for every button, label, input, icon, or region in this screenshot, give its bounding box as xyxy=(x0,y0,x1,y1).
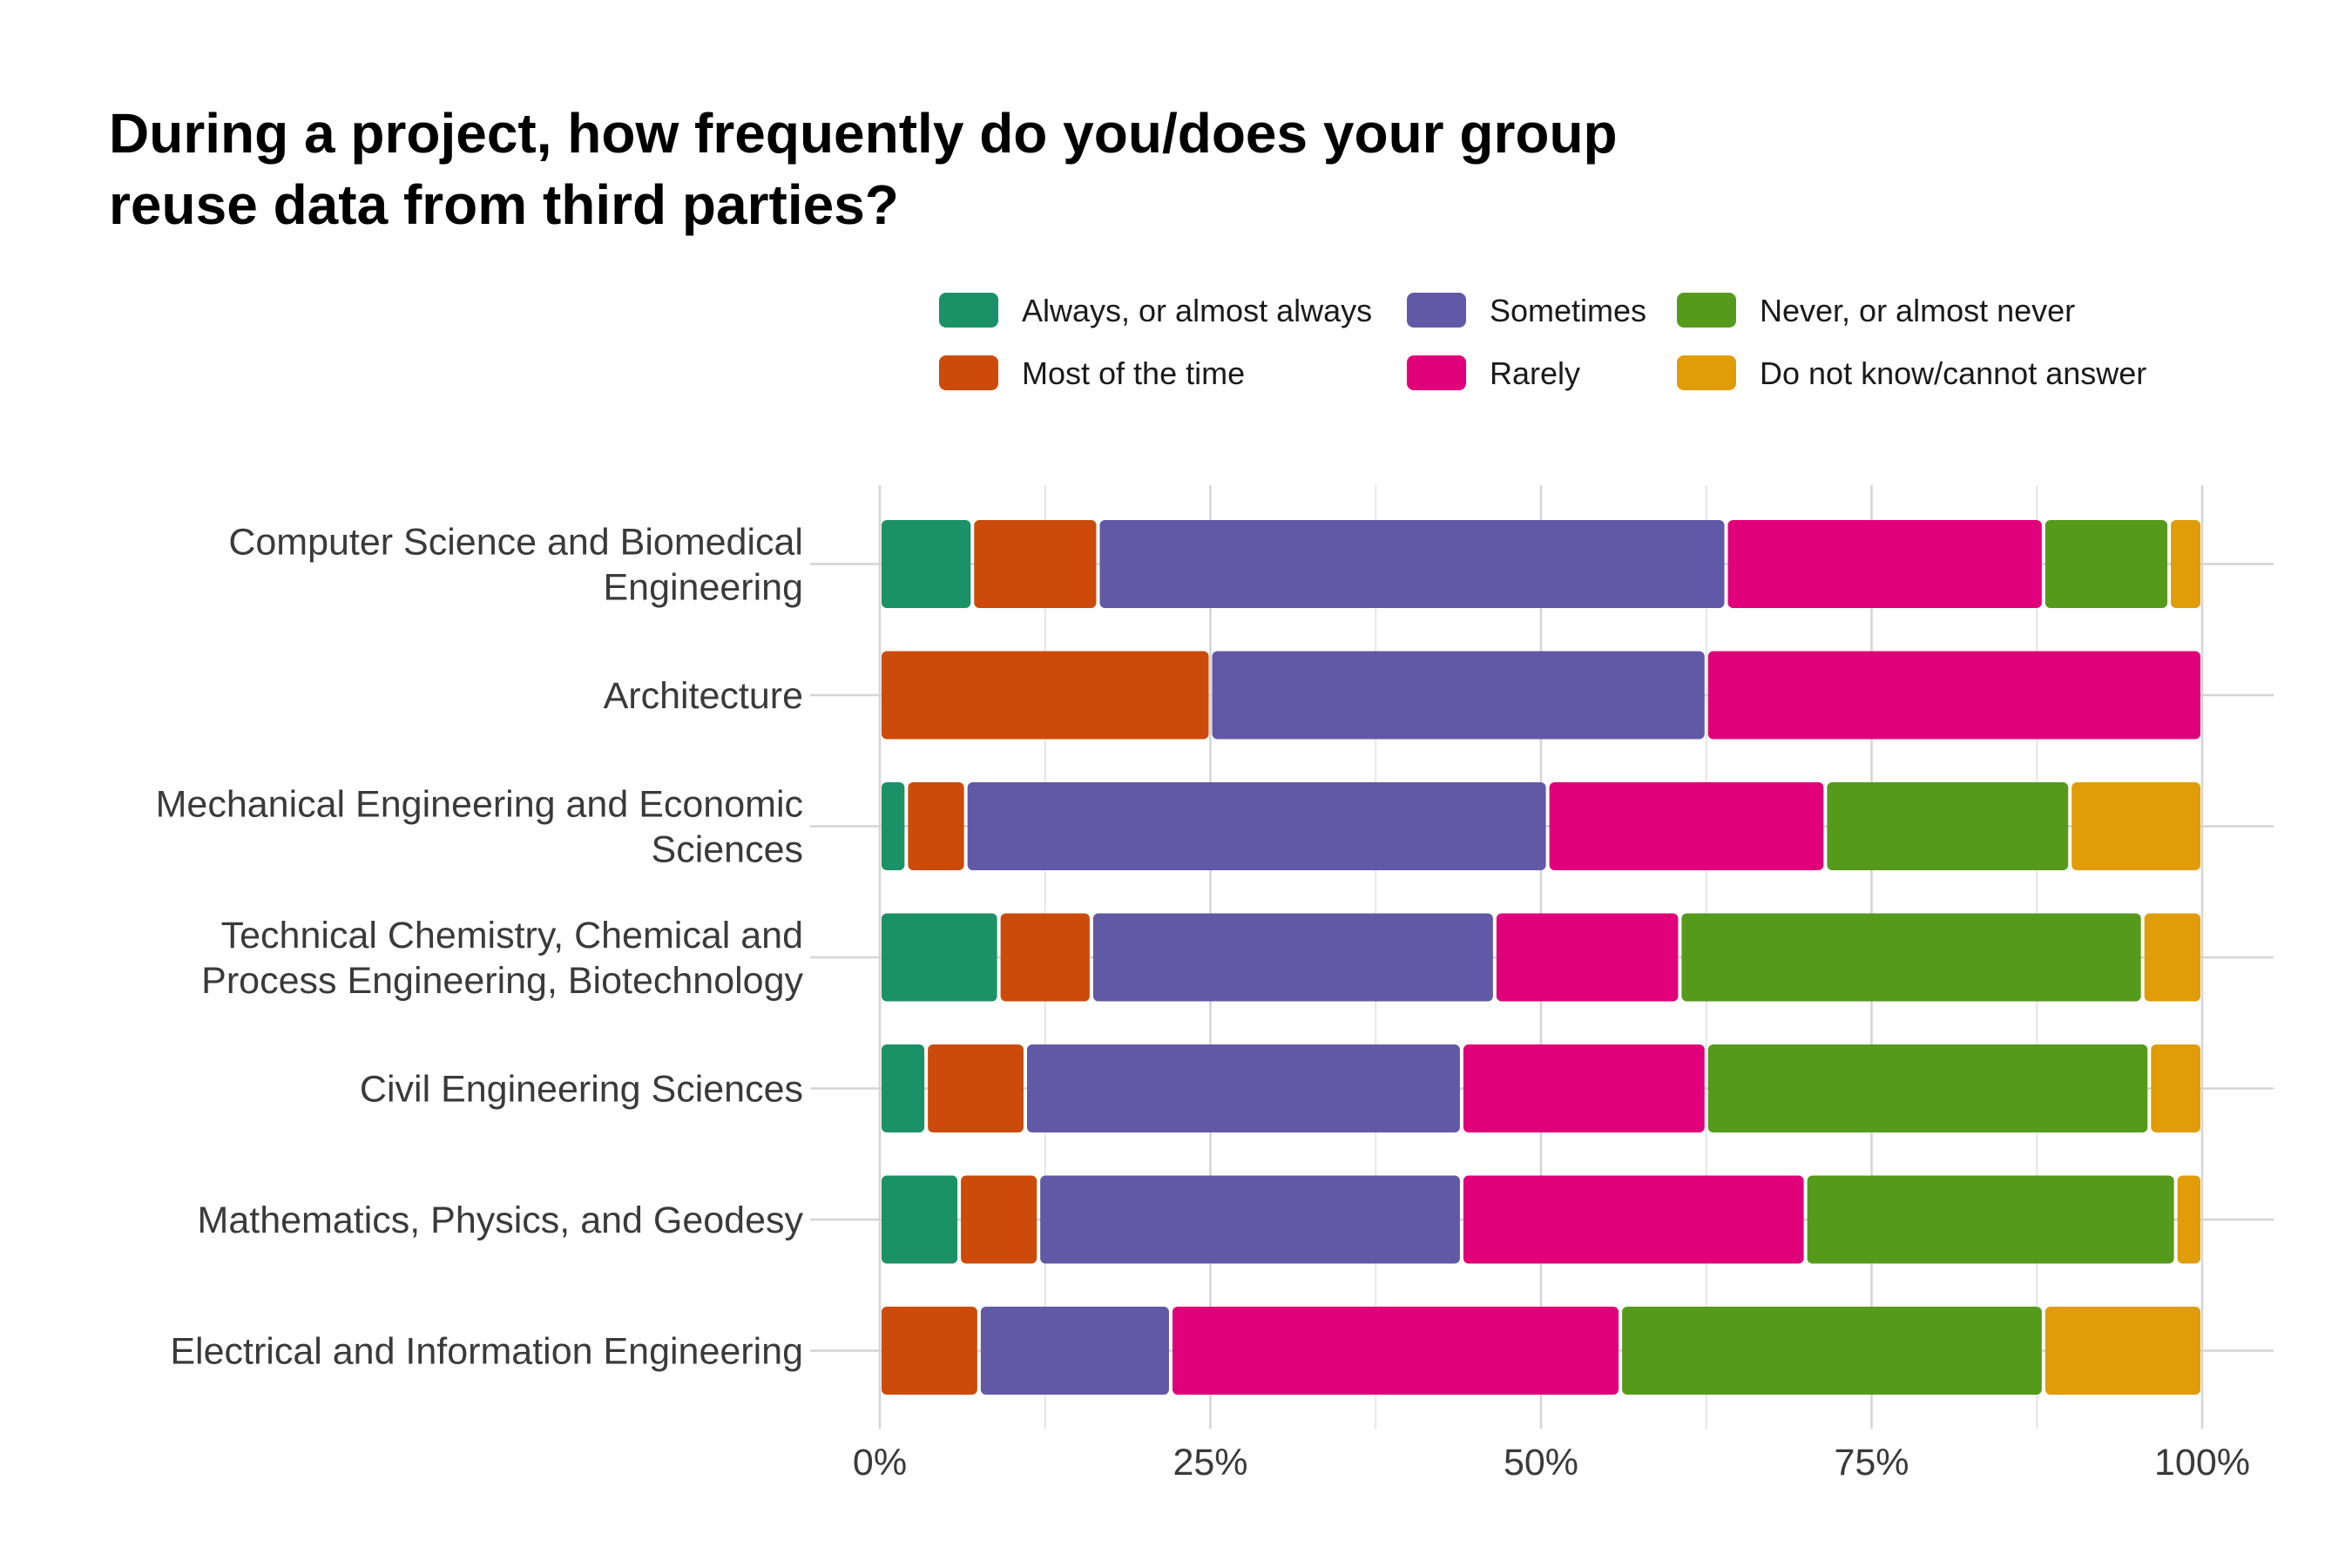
bar-segment xyxy=(1807,1175,2174,1264)
bar-segment xyxy=(1099,520,1725,608)
bar-segment xyxy=(1827,782,2069,870)
bar-segment xyxy=(882,651,1209,740)
legend-item: Do not know/cannot answer xyxy=(1677,355,2146,391)
category-label-line: Engineering xyxy=(603,567,803,609)
bar-segment xyxy=(1026,1044,1460,1132)
bar-segment xyxy=(1000,913,1090,1002)
chart-title-line: During a project, how frequently do you/… xyxy=(109,102,1618,165)
bar-segment xyxy=(908,782,964,870)
bar-segment xyxy=(882,782,905,870)
legend-label: Do not know/cannot answer xyxy=(1760,355,2146,391)
legend-item: Most of the time xyxy=(939,355,1245,391)
bar-segment xyxy=(1092,913,1493,1002)
bar-row xyxy=(882,782,2200,870)
bar-segment xyxy=(2144,913,2200,1002)
category-label: Computer Science and BiomedicalEngineeri… xyxy=(228,522,803,609)
bar-segment xyxy=(1040,1175,1460,1264)
x-tick-label: 0% xyxy=(853,1442,907,1484)
category-label-line: Mechanical Engineering and Economic xyxy=(156,784,803,826)
category-label: Technical Chemistry, Chemical andProcess… xyxy=(201,915,803,1002)
chart-bars xyxy=(882,520,2200,1395)
bar-row xyxy=(882,1044,2200,1132)
category-label-line: Mathematics, Physics, and Geodesy xyxy=(198,1200,804,1241)
x-tick-label: 100% xyxy=(2154,1442,2250,1484)
bar-segment xyxy=(1727,520,2042,608)
bar-row xyxy=(882,651,2200,740)
bar-segment xyxy=(882,1175,958,1264)
legend-swatch xyxy=(1407,293,1466,328)
bar-segment xyxy=(882,520,971,608)
legend-item: Always, or almost always xyxy=(939,293,1372,328)
legend-swatch xyxy=(1407,355,1466,390)
bar-segment xyxy=(2151,1044,2200,1132)
category-label-line: Computer Science and Biomedical xyxy=(228,522,803,564)
category-label-line: Technical Chemistry, Chemical and xyxy=(221,915,803,956)
bar-segment xyxy=(1172,1307,1619,1395)
legend-label: Sometimes xyxy=(1490,293,1646,328)
bar-segment xyxy=(1622,1307,2042,1395)
category-label: Civil Engineering Sciences xyxy=(360,1069,803,1111)
legend-label: Most of the time xyxy=(1022,355,1245,391)
bar-segment xyxy=(961,1175,1037,1264)
x-tick-label: 25% xyxy=(1173,1442,1247,1484)
bar-row xyxy=(882,1307,2200,1395)
bar-row xyxy=(882,520,2200,608)
bar-segment xyxy=(882,1307,977,1395)
bar-segment xyxy=(1463,1175,1804,1264)
bar-segment xyxy=(980,1307,1169,1395)
chart-title: During a project, how frequently do you/… xyxy=(109,102,1618,236)
legend-swatch xyxy=(1677,293,1736,328)
bar-segment xyxy=(2044,520,2168,608)
legend-swatch xyxy=(1677,355,1736,390)
bar-segment xyxy=(928,1044,1024,1132)
bar-segment xyxy=(1212,651,1705,740)
bar-row xyxy=(882,1175,2200,1264)
x-axis-tick-labels: 0% 25% 50% 75% 100% xyxy=(853,1442,2250,1484)
bar-segment xyxy=(1707,651,2200,740)
category-label-line: Sciences xyxy=(652,829,803,871)
legend-swatch xyxy=(939,293,998,328)
category-label-line: Electrical and Information Engineering xyxy=(170,1331,803,1373)
bar-segment xyxy=(2177,1175,2200,1264)
category-label: Electrical and Information Engineering xyxy=(170,1331,803,1373)
bar-segment xyxy=(1496,913,1679,1002)
bar-segment xyxy=(2072,782,2200,870)
category-axis-labels: Computer Science and BiomedicalEngineeri… xyxy=(156,522,804,1373)
bar-segment xyxy=(1707,1044,2148,1132)
bar-row xyxy=(882,913,2200,1002)
chart-legend: Always, or almost always Sometimes Never, … xyxy=(939,293,2146,391)
legend-item: Sometimes xyxy=(1407,293,1646,328)
legend-item: Never, or almost never xyxy=(1677,293,2075,328)
legend-swatch xyxy=(939,355,998,390)
bar-segment xyxy=(967,782,1546,870)
category-label: Mechanical Engineering and EconomicScien… xyxy=(156,784,803,871)
category-label-line: Architecture xyxy=(604,675,803,717)
bar-segment xyxy=(2171,520,2200,608)
x-tick-label: 50% xyxy=(1504,1442,1578,1484)
legend-label: Never, or almost never xyxy=(1760,293,2075,328)
category-label: Mathematics, Physics, and Geodesy xyxy=(198,1200,804,1241)
x-tick-label: 75% xyxy=(1834,1442,1909,1484)
legend-item: Rarely xyxy=(1407,355,1580,391)
chart-title-line: reuse data from third parties? xyxy=(109,173,899,236)
bar-segment xyxy=(1549,782,1824,870)
category-label-line: Process Engineering, Biotechnology xyxy=(201,960,803,1002)
legend-label: Rarely xyxy=(1490,355,1580,391)
bar-segment xyxy=(2044,1307,2200,1395)
bar-segment xyxy=(974,520,1097,608)
category-label-line: Civil Engineering Sciences xyxy=(360,1069,803,1111)
legend-label: Always, or almost always xyxy=(1022,293,1372,328)
bar-segment xyxy=(1681,913,2141,1002)
bar-segment xyxy=(1463,1044,1705,1132)
bar-segment xyxy=(882,1044,925,1132)
category-label: Architecture xyxy=(604,675,803,717)
bar-segment xyxy=(882,913,997,1002)
